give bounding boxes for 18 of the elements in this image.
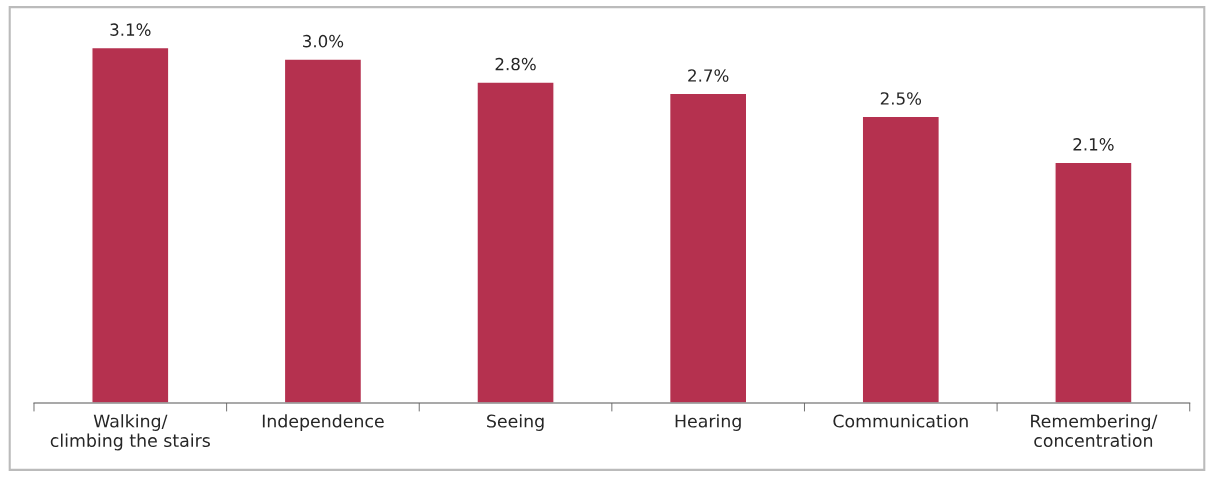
bar xyxy=(476,81,555,404)
data-label: 3.0% xyxy=(303,34,344,48)
x-tick-label: Seeing xyxy=(487,414,544,431)
bar xyxy=(91,46,170,404)
data-label: 2.8% xyxy=(495,57,536,71)
x-tick-label: Communication xyxy=(833,414,968,428)
bar xyxy=(668,92,748,404)
bar xyxy=(1054,161,1133,404)
x-tick-label: Remembering/ concentration xyxy=(1031,414,1158,448)
bar xyxy=(861,115,941,404)
x-tick-label: Hearing xyxy=(675,414,741,431)
data-label: 2.7% xyxy=(688,69,729,82)
data-label: 2.1% xyxy=(1073,138,1114,151)
x-tick-label: Walking/ climbing the stairs xyxy=(50,414,210,451)
x-tick-label: Independence xyxy=(262,414,384,431)
bar xyxy=(283,58,363,404)
data-label: 3.1% xyxy=(110,23,151,36)
data-label: 2.5% xyxy=(880,92,922,105)
